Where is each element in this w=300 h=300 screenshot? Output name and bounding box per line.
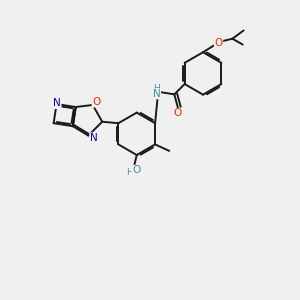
Text: N: N — [53, 98, 61, 109]
Text: O: O — [132, 165, 140, 175]
Text: H: H — [153, 84, 160, 93]
Text: O: O — [214, 38, 223, 47]
Text: N: N — [153, 89, 160, 99]
Text: N: N — [90, 133, 98, 143]
Text: O: O — [92, 97, 100, 107]
Text: O: O — [173, 109, 182, 118]
Text: H: H — [126, 168, 133, 177]
